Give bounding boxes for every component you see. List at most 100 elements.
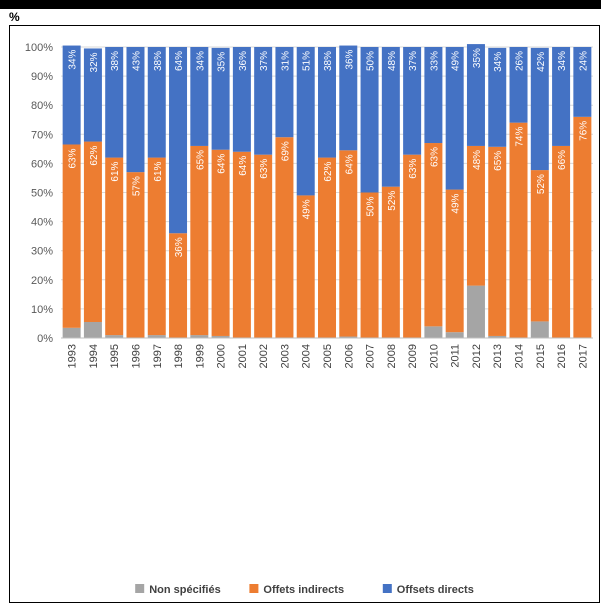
data-label: 37% [408,51,419,71]
x-tick-label: 1995 [109,344,121,368]
data-label: 52% [387,191,398,211]
bar-segment [126,172,145,338]
bar-segment [509,47,528,123]
bar-segment [466,285,485,338]
data-label: 34% [195,51,206,71]
y-tick-label: 20% [31,275,53,287]
data-label: 64% [344,154,355,174]
y-tick-label: 80% [31,100,53,112]
bar-segment [254,154,273,338]
data-label: 74% [515,127,526,147]
data-label: 31% [280,51,291,71]
bar-segment [62,144,81,328]
x-tick-label: 2012 [471,344,483,368]
bar-segment [381,186,400,338]
x-tick-label: 2004 [301,344,313,368]
data-label: 49% [302,199,313,219]
bar-segment [424,326,443,338]
bar-segment [445,47,464,190]
data-label: 35% [217,52,228,72]
data-label: 24% [578,51,589,71]
bar-segment [147,47,166,158]
data-label: 63% [429,147,440,167]
data-label: 38% [110,51,121,71]
x-tick-label: 2005 [322,344,334,368]
bar-segment [126,47,145,173]
x-tick-label: 2017 [577,344,589,368]
x-tick-label: 2002 [258,344,270,368]
data-label: 34% [557,51,568,71]
data-label: 50% [366,51,377,71]
data-label: 66% [557,150,568,170]
x-tick-label: 1996 [130,344,142,368]
data-label: 34% [68,49,79,69]
bar-segment [424,143,443,327]
x-tick-label: 1993 [67,344,79,368]
x-tick-label: 2007 [365,344,377,368]
data-label: 36% [174,237,185,257]
x-tick-label: 2006 [343,344,355,368]
x-tick-label: 1999 [194,344,206,368]
x-tick-label: 2010 [428,344,440,368]
data-label: 26% [515,51,526,71]
data-label: 63% [408,159,419,179]
bar-segment [105,47,124,158]
bar-segment [105,335,124,338]
data-label: 35% [472,48,483,68]
bar-segment [466,145,485,286]
bar-segment [573,47,592,117]
bar-segment [488,146,507,336]
bar-segment [488,47,507,147]
bar-segment [403,154,422,338]
data-label: 62% [89,145,100,165]
bar-segment [530,170,549,322]
bar-segment [509,122,528,338]
bar-segment [190,335,209,338]
bar-segment [169,233,188,338]
bar-segment [530,47,549,171]
legend-label: Offets indirects [263,584,344,596]
data-label: 63% [259,159,270,179]
bar-segment [147,157,166,336]
data-label: 48% [472,150,483,170]
data-label: 33% [429,51,440,71]
data-label: 51% [302,51,313,71]
data-label: 64% [174,51,185,71]
bar-segment [381,47,400,187]
data-label: 69% [280,141,291,161]
data-label: 36% [344,49,355,69]
bar-segment [360,47,379,193]
data-label: 57% [131,176,142,196]
bar-segment [318,157,336,338]
y-tick-label: 40% [31,217,53,229]
bar-segment [232,47,251,152]
x-tick-label: 2008 [386,344,398,368]
y-unit-label: % [9,10,20,24]
bar-segment [296,195,315,338]
bar-segment [339,45,358,151]
data-label: 65% [493,151,504,171]
bar-segment [105,157,124,336]
legend-label: Offsets directs [397,584,474,596]
data-label: 49% [451,51,462,71]
x-tick-label: 2003 [279,344,291,368]
bar-segment [83,141,102,322]
data-label: 49% [451,193,462,213]
top-black-bar [0,0,601,9]
bar-segment [530,321,549,338]
x-tick-label: 2014 [514,344,526,368]
x-tick-label: 2011 [450,344,462,368]
bar-segment [275,47,294,138]
bar-segment [190,145,209,336]
data-label: 38% [153,51,164,71]
legend-swatch [135,584,145,593]
x-tick-label: 1997 [152,344,164,368]
y-tick-label: 90% [31,71,53,83]
data-label: 37% [259,51,270,71]
chart-frame: 0% 10% 20% 30% 40% 50% 60% 70% 80% 90% 100% 63% 34% 1… [9,25,600,603]
data-label: 52% [536,174,547,194]
data-label: 48% [387,51,398,71]
data-label: 36% [238,51,249,71]
bar-segment [552,145,571,338]
legend-label: Non spécifiés [149,584,221,596]
